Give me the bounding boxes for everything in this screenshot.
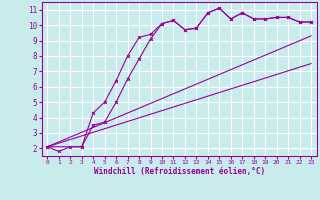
X-axis label: Windchill (Refroidissement éolien,°C): Windchill (Refroidissement éolien,°C) [94, 167, 265, 176]
